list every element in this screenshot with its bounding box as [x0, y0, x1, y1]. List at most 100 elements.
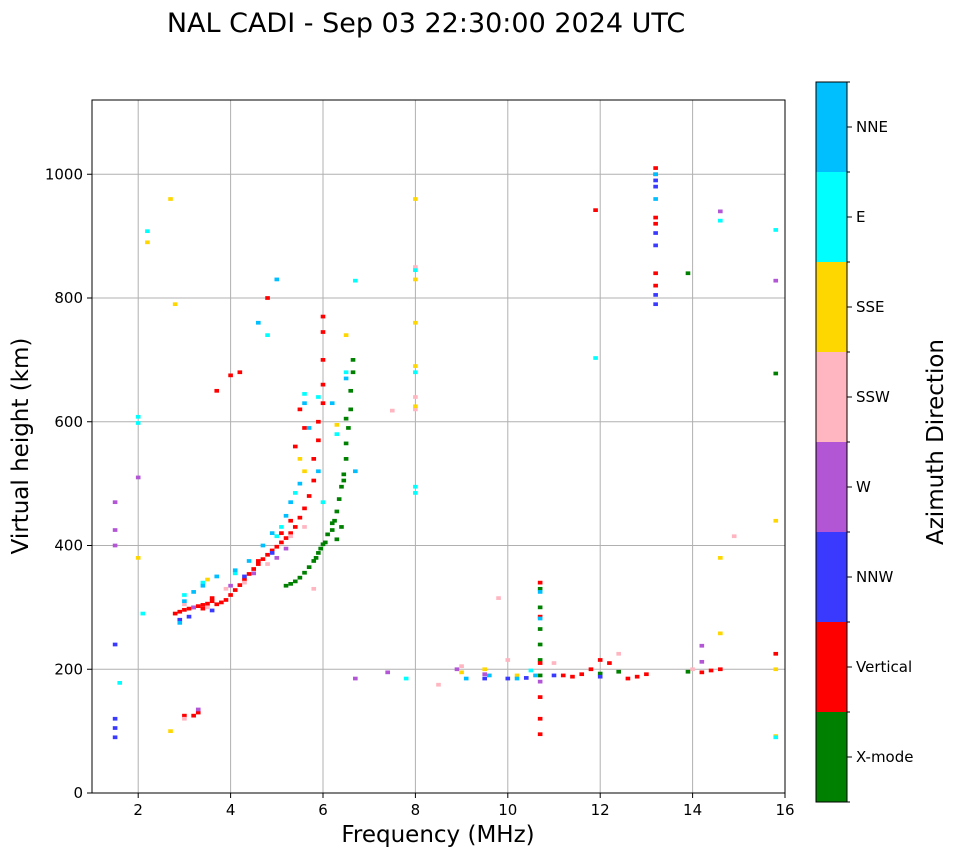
data-point-nne — [463, 676, 469, 681]
data-point-vertical — [237, 583, 243, 587]
data-point-ssw — [302, 525, 307, 529]
data-point-x-mode — [343, 457, 349, 461]
data-point-vertical — [653, 283, 658, 288]
data-point-e — [279, 525, 284, 529]
data-point-ssw — [265, 562, 270, 566]
data-point-e — [413, 268, 418, 273]
data-point-vertical — [597, 658, 603, 662]
data-point-e — [773, 228, 779, 232]
data-point-nne — [316, 469, 321, 474]
data-point-vertical — [214, 388, 220, 393]
data-point-x-mode — [537, 673, 543, 678]
data-point-vertical — [537, 695, 543, 699]
data-point-ssw — [551, 661, 557, 665]
data-point-nnw — [269, 551, 275, 555]
data-point-vertical — [256, 562, 261, 566]
data-point-nne — [246, 559, 252, 563]
data-point-x-mode — [341, 472, 347, 477]
data-point-vertical — [320, 314, 326, 319]
data-point-x-mode — [537, 658, 543, 662]
data-point-nne — [537, 590, 543, 594]
data-point-vertical — [579, 672, 585, 677]
data-point-e — [334, 432, 340, 436]
data-point-w — [112, 500, 118, 505]
data-point-x-mode — [323, 540, 328, 545]
data-point-ssw — [731, 534, 737, 539]
data-point-vertical — [537, 732, 543, 737]
data-point-w — [283, 546, 289, 551]
data-point-sse — [172, 302, 178, 307]
data-point-x-mode — [334, 537, 340, 542]
data-point-vertical — [279, 540, 284, 545]
y-tick-label: 800 — [54, 289, 83, 307]
colorbar-tick-label: NNE — [856, 118, 888, 136]
data-point-e — [135, 414, 141, 419]
data-point-vertical — [570, 674, 575, 679]
data-point-vertical — [653, 215, 658, 220]
data-point-sse — [773, 667, 779, 672]
data-point-sse — [168, 197, 173, 201]
data-point-vertical — [195, 710, 201, 715]
data-point-nne — [214, 574, 220, 579]
data-point-vertical — [246, 572, 252, 576]
data-point-ssw — [616, 651, 621, 656]
data-point-nne — [288, 500, 293, 505]
data-point-vertical — [265, 296, 270, 300]
x-tick-label: 2 — [133, 801, 143, 819]
data-point-vertical — [320, 330, 326, 334]
data-point-ssw — [413, 265, 418, 269]
data-point-e — [292, 491, 298, 495]
data-point-vertical — [219, 600, 224, 605]
data-point-e — [593, 356, 598, 360]
data-point-nnw — [653, 184, 658, 189]
data-point-vertical — [191, 713, 196, 718]
x-tick-label: 4 — [226, 801, 236, 819]
data-point-vertical — [302, 506, 307, 511]
data-point-ssw — [459, 664, 464, 669]
data-point-sse — [334, 422, 340, 427]
data-point-vertical — [209, 596, 215, 600]
data-point-sse — [297, 457, 303, 461]
x-axis-ticks: 2 4 6 8 10 12 14 16 — [133, 793, 795, 819]
data-point-e — [413, 491, 418, 495]
data-point-vertical — [279, 531, 284, 535]
data-point-vertical — [644, 672, 649, 677]
data-point-x-mode — [685, 669, 691, 674]
data-point-nne — [653, 172, 658, 177]
data-point-x-mode — [283, 583, 289, 588]
data-point-x-mode — [537, 642, 543, 647]
data-point-nne — [533, 673, 538, 678]
data-point-sse — [135, 556, 141, 560]
data-point-ssw — [182, 716, 187, 721]
data-point-x-mode — [306, 565, 312, 570]
data-point-vertical — [306, 494, 312, 498]
colorbar-segment — [816, 532, 847, 622]
data-point-ssw — [223, 586, 229, 591]
data-point-vertical — [200, 606, 206, 611]
data-point-vertical — [320, 401, 326, 406]
data-point-vertical — [297, 407, 303, 412]
data-point-e — [274, 534, 280, 539]
data-point-nnw — [551, 673, 557, 678]
data-point-x-mode — [311, 559, 317, 563]
colorbar-segment — [816, 622, 847, 712]
data-point-e — [343, 370, 349, 375]
data-point-vertical — [588, 667, 594, 672]
data-point-vertical — [320, 382, 326, 387]
data-point-vertical — [593, 208, 598, 212]
data-point-x-mode — [350, 358, 356, 362]
data-point-vertical — [172, 611, 178, 616]
data-point-nne — [329, 401, 335, 406]
data-point-sse — [413, 364, 418, 368]
data-point-sse — [168, 729, 173, 733]
data-point-vertical — [269, 548, 275, 553]
colorbar-frame — [815, 81, 848, 803]
data-point-w — [228, 583, 233, 588]
data-point-vertical — [634, 674, 640, 679]
data-point-nnw — [112, 726, 118, 730]
data-point-w — [353, 676, 358, 681]
data-point-vertical — [237, 370, 243, 375]
data-point-x-mode — [288, 582, 293, 586]
data-point-nne — [537, 616, 543, 621]
data-point-vertical — [311, 457, 317, 461]
